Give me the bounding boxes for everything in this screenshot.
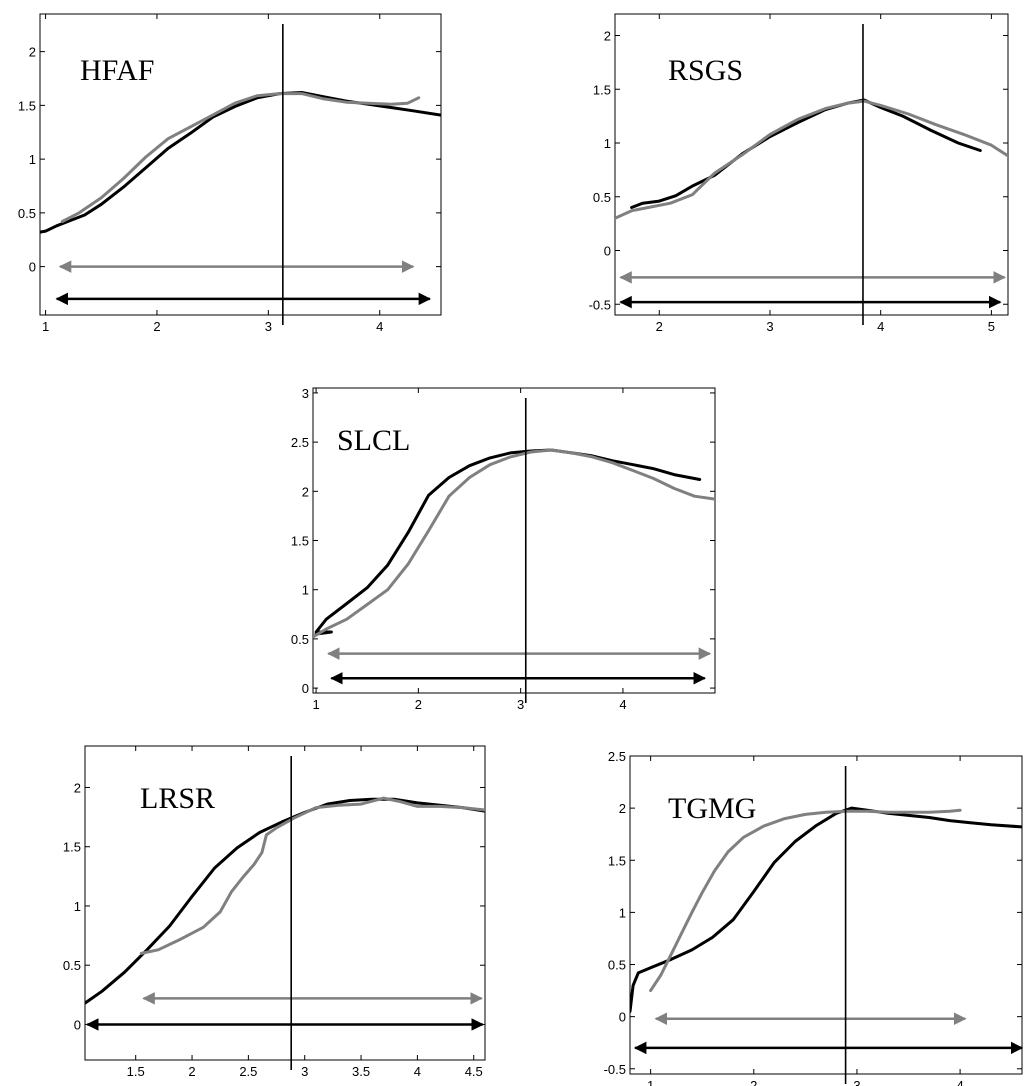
chart-2-series-gray bbox=[313, 448, 715, 639]
chart-1-ytick-label: 0 bbox=[604, 244, 611, 259]
chart-0-ytick-label: 1 bbox=[29, 152, 36, 167]
chart-3-xtick-label: 3 bbox=[301, 1064, 308, 1079]
chart-2-ytick-label: 0 bbox=[302, 681, 309, 696]
chart-3-xtick-label: 2.5 bbox=[239, 1064, 257, 1079]
chart-0-xtick-label: 2 bbox=[153, 319, 160, 334]
chart-4-xtick-label: 4 bbox=[956, 1078, 963, 1086]
chart-4-ytick-label: 0 bbox=[619, 1010, 626, 1025]
chart-4-title: TGMG bbox=[668, 792, 756, 825]
chart-2-ytick-label: 1.5 bbox=[291, 534, 309, 549]
chart-0-series-gray bbox=[60, 92, 421, 223]
chart-1-ytick-label: 1.5 bbox=[593, 82, 611, 97]
chart-3-xtick-label: 3.5 bbox=[352, 1064, 370, 1079]
panel-tgmg: 1 2 3 4 -0.5 0 0.5 1 1.5 2 2.5 TGMG bbox=[604, 749, 1024, 1086]
chart-3-ytick-label: 0.5 bbox=[63, 958, 81, 973]
chart-4-axes-frame bbox=[629, 755, 1023, 1075]
chart-1-ytick-label: -0.5 bbox=[589, 297, 611, 312]
chart-4-ytick-label: 2 bbox=[619, 801, 626, 816]
panel-slcl: 1 2 3 4 0 0.5 1 1.5 2 2.5 3 SLCL bbox=[291, 386, 716, 712]
chart-4-ytick-label: 1 bbox=[619, 905, 626, 920]
chart-1-series-gray bbox=[615, 99, 1008, 220]
chart-0-ytick-label: 2 bbox=[29, 45, 36, 60]
chart-1-xtick-label: 5 bbox=[988, 319, 995, 334]
chart-4-ytick-label: -0.5 bbox=[604, 1062, 626, 1077]
chart-1-ytick-label: 0.5 bbox=[593, 190, 611, 205]
chart-1-ytick-label: 1 bbox=[604, 136, 611, 151]
chart-3-ytick-label: 0 bbox=[74, 1017, 81, 1032]
chart-0-ytick-label: 0.5 bbox=[18, 206, 36, 221]
chart-3-series-gray bbox=[139, 796, 485, 955]
chart-2-ytick-label: 2.5 bbox=[291, 435, 309, 450]
chart-1-title: RSGS bbox=[668, 54, 743, 87]
chart-0-series-black bbox=[40, 91, 441, 234]
chart-2-title: SLCL bbox=[337, 424, 410, 457]
chart-0-xtick-label: 4 bbox=[376, 319, 383, 334]
chart-0-xtick-label: 3 bbox=[265, 319, 272, 334]
chart-2-ytick-label: 0.5 bbox=[291, 632, 309, 647]
panel-rsgs: 2 3 4 5 -0.5 0 0.5 1 1.5 2 RSGS bbox=[589, 13, 1009, 334]
chart-0-xtick-label: 1 bbox=[42, 319, 49, 334]
chart-1-xtick-label: 3 bbox=[766, 319, 773, 334]
panel-lrsr: 1.5 2 2.5 3 3.5 4 4.5 0 0.5 1 1.5 2 LRSR bbox=[63, 745, 486, 1079]
chart-4-ytick-label: 1.5 bbox=[608, 853, 626, 868]
chart-0-ytick-label: 1.5 bbox=[18, 98, 36, 113]
chart-3-xtick-label: 4.5 bbox=[465, 1064, 483, 1079]
chart-3-xtick-label: 1.5 bbox=[127, 1064, 145, 1079]
chart-0-title: HFAF bbox=[80, 54, 154, 87]
chart-3-ytick-label: 2 bbox=[74, 780, 81, 795]
chart-4-xtick-label: 1 bbox=[647, 1078, 654, 1086]
chart-4-series-black bbox=[630, 806, 1022, 1013]
chart-2-xtick-label: 3 bbox=[517, 697, 524, 712]
chart-1-axes-frame bbox=[614, 13, 1009, 316]
chart-3-axes-frame bbox=[84, 745, 486, 1061]
panel-hfaf: 1 2 3 4 0 0.5 1 1.5 2 HFAF bbox=[18, 13, 442, 334]
chart-2-xtick-label: 4 bbox=[619, 697, 626, 712]
chart-3-title: LRSR bbox=[140, 782, 215, 815]
chart-3-xtick-label: 2 bbox=[188, 1064, 195, 1079]
chart-4-series-gray bbox=[649, 808, 962, 993]
chart-3-series-black bbox=[85, 797, 485, 1005]
chart-2-ytick-label: 3 bbox=[302, 386, 309, 401]
chart-2-ytick-label: 1 bbox=[302, 583, 309, 598]
chart-0-axes-frame bbox=[39, 13, 442, 316]
chart-2-ytick-label: 2 bbox=[302, 484, 309, 499]
chart-3-xtick-label: 4 bbox=[414, 1064, 421, 1079]
chart-2-xtick-label: 2 bbox=[415, 697, 422, 712]
chart-3-ytick-label: 1.5 bbox=[63, 840, 81, 855]
chart-4-xtick-label: 3 bbox=[853, 1078, 860, 1086]
chart-1-ytick-label: 2 bbox=[604, 29, 611, 44]
chart-1-series-black bbox=[630, 98, 982, 209]
chart-2-xtick-label: 1 bbox=[312, 697, 319, 712]
chart-1-xtick-label: 2 bbox=[656, 319, 663, 334]
chart-3-ytick-label: 1 bbox=[74, 899, 81, 914]
chart-0-ytick-label: 0 bbox=[29, 260, 36, 275]
chart-4-xtick-label: 2 bbox=[750, 1078, 757, 1086]
chart-4-ytick-label: 2.5 bbox=[608, 749, 626, 764]
chart-1-xtick-label: 4 bbox=[877, 319, 884, 334]
chart-2-series-black bbox=[314, 448, 702, 636]
chart-4-ytick-label: 0.5 bbox=[608, 958, 626, 973]
